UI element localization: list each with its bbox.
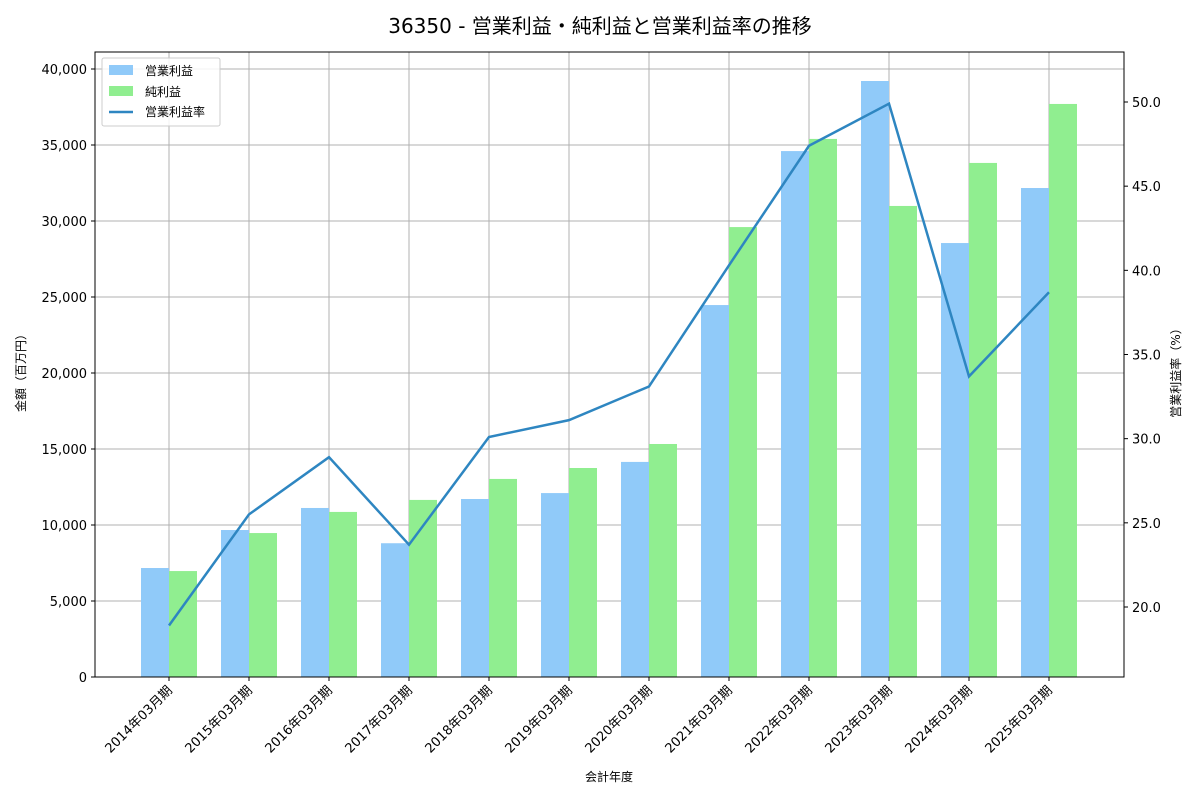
bar-net-profit <box>569 468 597 677</box>
y2-axis-label: 営業利益率（%） <box>1168 322 1183 417</box>
bar-net-profit <box>729 227 757 677</box>
bar-operating-profit <box>541 493 569 677</box>
bar-net-profit <box>649 443 677 677</box>
bar-operating-profit <box>301 507 329 677</box>
y2-tick-label: 20.0 <box>1132 601 1161 616</box>
legend-label-margin: 営業利益率 <box>145 104 205 119</box>
x-axis-label: 会計年度 <box>585 769 633 784</box>
y2-tick-label: 45.0 <box>1132 180 1161 195</box>
bar-net-profit <box>809 138 837 678</box>
bar-net-profit <box>889 205 917 677</box>
y2-tick-label: 25.0 <box>1132 517 1161 532</box>
bar-operating-profit <box>461 499 489 677</box>
bar-operating-profit <box>1021 188 1049 678</box>
bar-net-profit <box>1049 103 1077 677</box>
bar-operating-profit <box>221 530 249 677</box>
x-tick-label: 2019年03月期 <box>503 683 576 756</box>
bar-operating-profit <box>621 461 649 677</box>
x-tick-label: 2025年03月期 <box>983 683 1056 756</box>
bar-net-profit <box>249 533 277 677</box>
x-tick-label: 2020年03月期 <box>583 683 656 756</box>
legend: 営業利益 純利益 営業利益率 <box>101 57 221 127</box>
bar-operating-profit <box>381 543 409 677</box>
y2-tick-label: 50.0 <box>1132 96 1161 111</box>
y-tick-label: 0 <box>79 671 87 686</box>
legend-swatch-operating-profit <box>109 65 133 75</box>
plot-frame <box>94 51 1125 678</box>
bar-net-profit <box>409 499 437 677</box>
bar-operating-profit <box>781 151 809 677</box>
x-tick-label: 2016年03月期 <box>263 683 336 756</box>
y-tick-label: 35,000 <box>42 139 88 154</box>
x-tick-label: 2021年03月期 <box>663 683 736 756</box>
y-tick-label: 5,000 <box>50 595 87 610</box>
legend-swatch-net-profit <box>109 86 133 96</box>
bar-operating-profit <box>861 81 889 678</box>
y-tick-label: 10,000 <box>42 519 88 534</box>
y-tick-label: 30,000 <box>42 215 88 230</box>
legend-label-net-profit: 純利益 <box>145 85 181 99</box>
y-tick-label: 40,000 <box>42 63 88 78</box>
y2-tick-label: 35.0 <box>1132 349 1161 364</box>
bar-net-profit <box>329 511 357 677</box>
legend-label-operating-profit: 営業利益 <box>145 64 193 78</box>
y-tick-label: 15,000 <box>42 443 88 458</box>
bar-operating-profit <box>941 243 969 678</box>
y-tick-label: 25,000 <box>42 291 88 306</box>
y-axis-left: 0 5,000 10,000 15,000 20,000 25,000 30,000 35,0… <box>42 63 95 686</box>
bar-operating-profit <box>701 305 729 677</box>
margin-line-path <box>167 101 1050 627</box>
bar-operating-profit <box>141 568 169 677</box>
y-axis-right: 20.0 25.0 30.0 35.0 40.0 45.0 50.0 <box>1124 96 1161 616</box>
profit-margin-line <box>167 101 1050 627</box>
y2-tick-label: 30.0 <box>1132 433 1161 448</box>
x-tick-label: 2018年03月期 <box>423 683 496 756</box>
bar-net-profit <box>489 478 517 677</box>
chart-title: 36350 - 営業利益・純利益と営業利益率の推移 <box>388 14 812 38</box>
x-tick-label: 2014年03月期 <box>103 683 176 756</box>
bars <box>141 81 1077 678</box>
x-tick-label: 2024年03月期 <box>903 683 976 756</box>
bar-net-profit <box>169 571 197 677</box>
y2-tick-label: 40.0 <box>1132 264 1161 279</box>
x-axis: 2014年03月期 2015年03月期 2016年03月期 2017年03月期 2018… <box>103 677 1056 757</box>
x-tick-label: 2022年03月期 <box>743 683 816 756</box>
y-tick-label: 20,000 <box>42 367 88 382</box>
y-axis-label: 金額（百万円） <box>13 328 28 412</box>
x-tick-label: 2017年03月期 <box>343 683 416 756</box>
bar-net-profit <box>969 162 997 677</box>
x-tick-label: 2015年03月期 <box>183 683 256 756</box>
x-tick-label: 2023年03月期 <box>823 683 896 756</box>
